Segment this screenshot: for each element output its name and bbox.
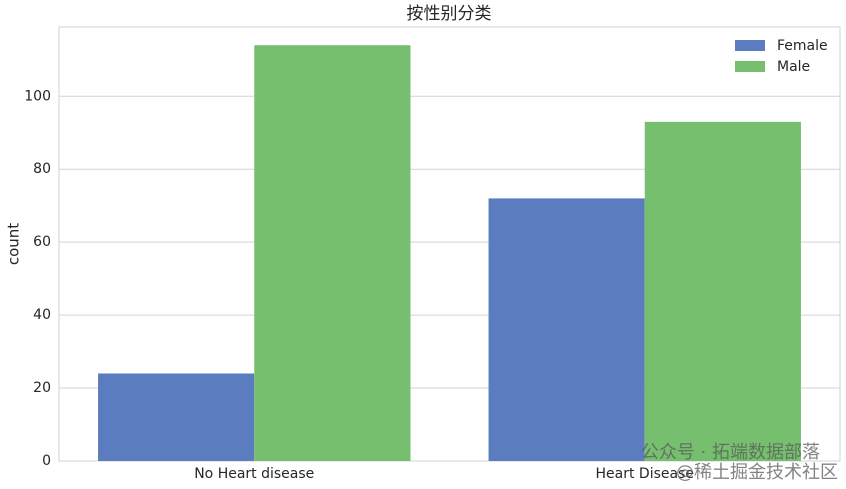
bar [98, 373, 255, 461]
y-tick-label: 100 [24, 88, 51, 104]
y-axis-label: count [5, 223, 23, 265]
legend-swatch [735, 61, 765, 72]
bar [644, 121, 801, 461]
legend-swatch [735, 40, 765, 51]
bar [488, 198, 645, 462]
watermark: 公众号 · 拓端数据部落 [641, 442, 820, 463]
y-tick-label: 20 [33, 380, 51, 396]
x-tick-label: Heart Disease [596, 466, 694, 482]
y-tick-label: 60 [33, 234, 51, 250]
y-tick-label: 80 [33, 161, 51, 177]
chart-title: 按性别分类 [407, 4, 492, 24]
x-tick-label: No Heart disease [194, 466, 314, 482]
bar [254, 45, 411, 462]
watermark: @稀土掘金技术社区 [676, 462, 838, 483]
legend-label: Female [777, 38, 828, 54]
y-tick-label: 0 [42, 453, 51, 469]
y-tick-label: 40 [33, 307, 51, 323]
legend-label: Male [777, 59, 810, 75]
